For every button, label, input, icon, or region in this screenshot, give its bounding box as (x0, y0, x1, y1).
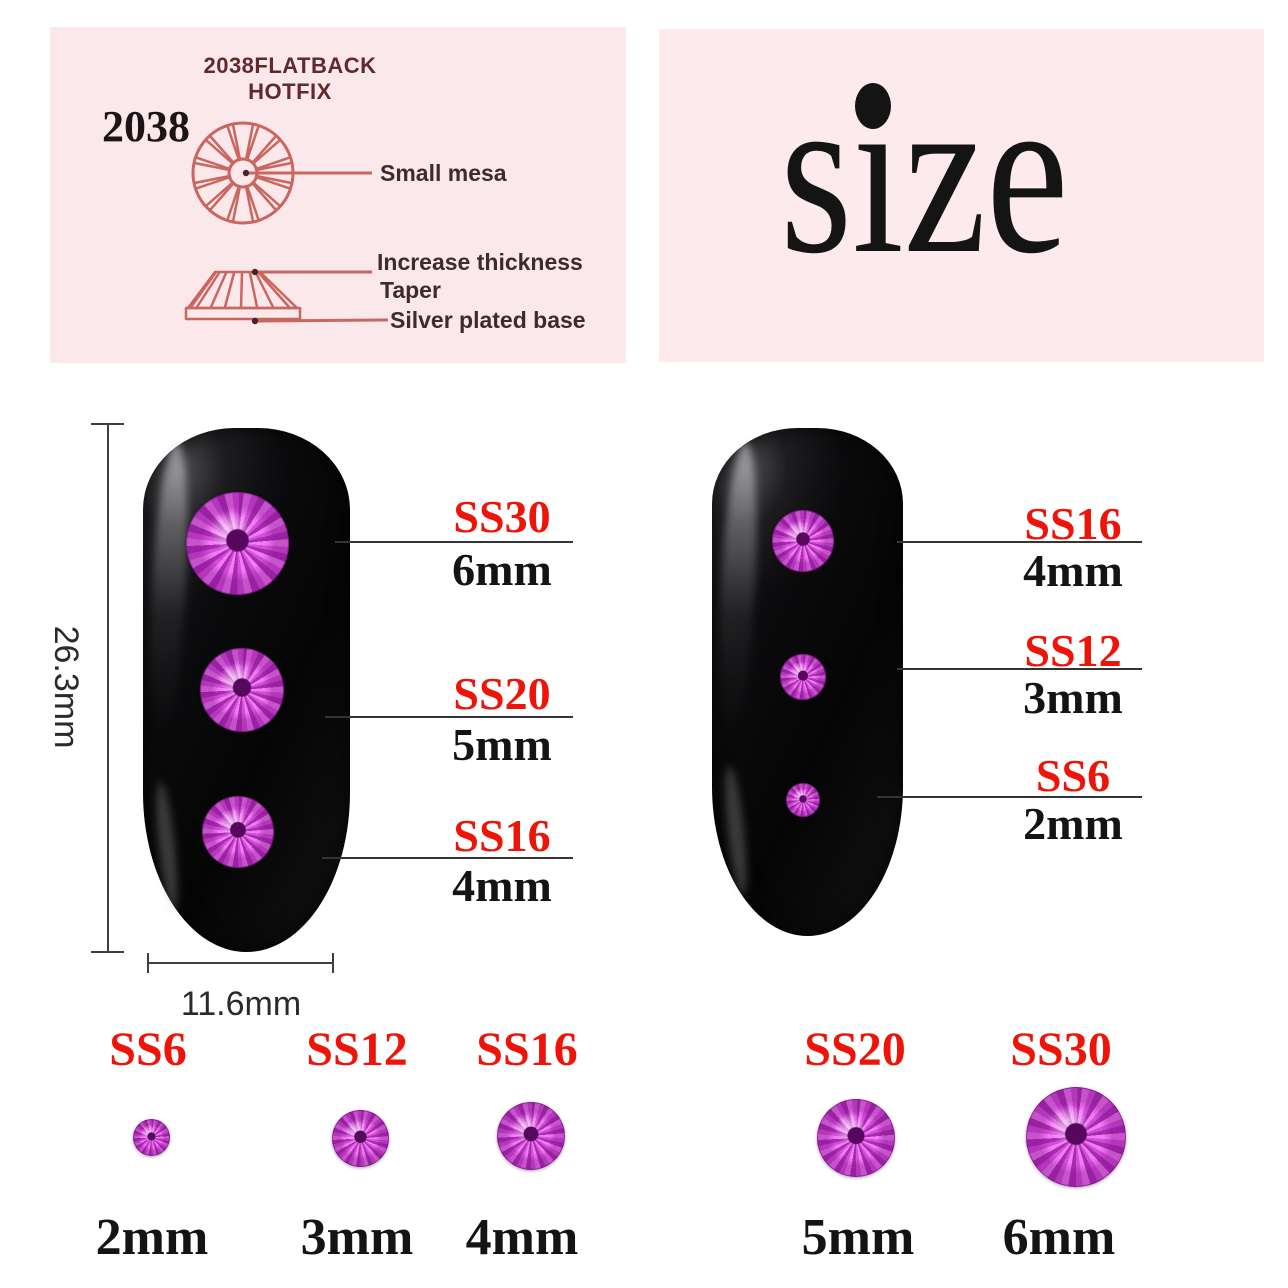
dimension-cap (91, 423, 124, 425)
label-taper: Taper (380, 277, 441, 303)
stone-size-label: 6mm (452, 544, 552, 595)
size-heading: sıze (780, 45, 1069, 302)
stone-size-label: 4mm (452, 860, 552, 911)
spec-panel-title: 2038FLATBACK HOTFIX (203, 53, 377, 104)
nail-width-value: 11.6mm (180, 985, 302, 1023)
leader-line (897, 668, 1142, 670)
chart-code-label: SS30 (1010, 1023, 1112, 1076)
rhinestone-technical-drawing (184, 121, 389, 325)
chart-size-label: 6mm (1002, 1209, 1116, 1266)
label-increase-thickness: Increase thickness (377, 249, 583, 275)
chart-size-label: 3mm (300, 1209, 414, 1266)
i-dot-icon (855, 83, 891, 129)
stone-size-label: 2mm (1023, 798, 1123, 849)
stone-size-label: 3mm (1023, 672, 1123, 723)
rhinestone-ss12-sample (332, 1110, 389, 1167)
chart-size-label: 5mm (801, 1209, 915, 1266)
nail-height-value: 26.3mm (47, 625, 85, 749)
rhinestone-ss12 (780, 654, 826, 700)
leader-line (335, 541, 573, 543)
stone-code-label: SS12 (1024, 625, 1122, 676)
chart-code-label: SS12 (306, 1023, 408, 1076)
stone-code-label: SS16 (453, 810, 551, 861)
leader-line (322, 857, 573, 859)
label-small-mesa: Small mesa (380, 160, 507, 186)
dimension-tick (147, 953, 149, 973)
leader-line (897, 541, 1142, 543)
dimension-cap (91, 951, 124, 953)
dimension-tick (332, 953, 334, 973)
label-silver-plated-base: Silver plated base (390, 307, 586, 333)
stone-size-label: 5mm (452, 719, 552, 770)
chart-size-label: 4mm (465, 1209, 579, 1266)
rhinestone-ss20-sample (817, 1099, 895, 1177)
rhinestone-ss6-sample (133, 1119, 170, 1156)
rhinestone-ss16 (772, 510, 834, 572)
chart-code-label: SS16 (476, 1023, 578, 1076)
leader-line (877, 796, 1142, 798)
rhinestone-ss30 (186, 492, 289, 595)
rhinestone-ss16 (202, 796, 274, 868)
stone-code-label: SS20 (453, 668, 551, 719)
size-panel: sıze (659, 29, 1264, 362)
chart-code-label: SS20 (804, 1023, 906, 1076)
rhinestone-ss6 (786, 783, 820, 817)
stone-code-label: SS16 (1024, 498, 1122, 549)
spec-panel: 2038FLATBACK HOTFIX 2038 (50, 27, 626, 363)
leader-line (325, 716, 573, 718)
rhinestone-ss16-sample (497, 1102, 565, 1170)
chart-size-label: 2mm (95, 1209, 209, 1266)
stone-code-label: SS30 (453, 491, 551, 542)
stone-code-label: SS6 (1035, 750, 1111, 801)
rhinestone-ss30-sample (1026, 1087, 1126, 1187)
width-dimension-line (148, 962, 334, 964)
rhinestone-ss20 (200, 648, 284, 732)
model-number: 2038 (102, 102, 190, 151)
height-dimension-line (107, 424, 109, 953)
stone-size-label: 4mm (1023, 545, 1123, 596)
chart-code-label: SS6 (109, 1023, 187, 1076)
